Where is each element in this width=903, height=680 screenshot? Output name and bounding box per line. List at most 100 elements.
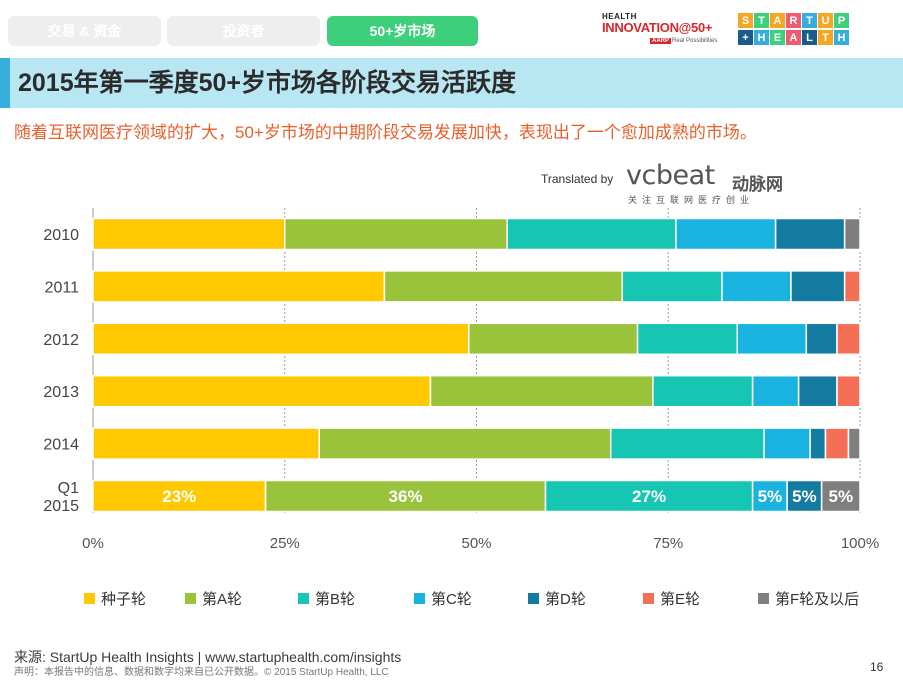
translated-by-label: Translated by [541, 172, 613, 186]
bar-segment [93, 428, 319, 459]
bar-segment [384, 271, 622, 302]
tab-investors[interactable]: 投资者 [167, 16, 320, 46]
logo-letter: L [802, 30, 817, 45]
logo-tagline: Real Possibilities [672, 38, 717, 44]
bar-segment [806, 323, 837, 354]
bar-segment [799, 376, 837, 407]
legend-swatch [643, 593, 654, 604]
bar-segment [791, 271, 845, 302]
bar-segment [622, 271, 722, 302]
legend-swatch [298, 593, 309, 604]
bar-segment [285, 219, 507, 250]
x-tick-label: 100% [841, 535, 879, 552]
x-tick-label: 50% [461, 535, 491, 552]
bar-segment [810, 428, 825, 459]
logo-letter: T [818, 30, 833, 45]
bar-segment [764, 428, 810, 459]
bar-segment [676, 219, 776, 250]
bar-segment [845, 271, 860, 302]
category-label: 2011 [45, 279, 80, 296]
logo-aarp-text: AARP [650, 38, 671, 44]
logo-letter: S [738, 13, 753, 28]
bar-segment [837, 323, 860, 354]
legend-label: 第D轮 [545, 588, 586, 609]
page-title: 2015年第一季度50+岁市场各阶段交易活跃度 [18, 58, 516, 108]
category-label: 2013 [43, 384, 79, 401]
x-tick-label: 0% [82, 535, 104, 552]
category-label: 2012 [43, 332, 79, 349]
tab-deals-funding[interactable]: 交易 & 资金 [8, 16, 161, 46]
page-number: 16 [870, 660, 883, 674]
legend-item: 第D轮 [528, 588, 586, 609]
legend-item: 第A轮 [185, 588, 242, 609]
bar-segment [653, 376, 753, 407]
bar-segment [319, 428, 610, 459]
logo-letter: H [834, 30, 849, 45]
legend-label: 第F轮及以后 [775, 588, 859, 609]
legend-swatch [758, 593, 769, 604]
bar-segment [469, 323, 638, 354]
legend-item: 第F轮及以后 [758, 588, 859, 609]
disclaimer-text: 声明：本报告中的信息、数据和数字均来自已公开数据。© 2015 StartUp … [14, 663, 389, 678]
data-label: 5% [792, 487, 817, 506]
bar-segment [611, 428, 764, 459]
logo-letter: R [786, 13, 801, 28]
logo-innovation-text: INNOVATION@50+ [602, 20, 712, 35]
legend-swatch [414, 593, 425, 604]
logo-letter: H [754, 30, 769, 45]
logo-letter: P [834, 13, 849, 28]
bar-segment [722, 271, 791, 302]
bar-segment [837, 376, 860, 407]
x-tick-label: 25% [270, 535, 300, 552]
legend-item: 第B轮 [298, 588, 355, 609]
data-label: 23% [162, 487, 196, 506]
data-label: 5% [758, 487, 783, 506]
category-label: 2010 [43, 227, 79, 244]
bar-segment [430, 376, 652, 407]
logo-letter: + [738, 30, 753, 45]
bar-segment [93, 219, 285, 250]
logo-letter: U [818, 13, 833, 28]
subtitle: 随着互联网医疗领域的扩大，50+岁市场的中期阶段交易发展加快，表现出了一个愈加成… [14, 122, 884, 143]
legend-item: 第E轮 [643, 588, 700, 609]
bar-segment [93, 376, 430, 407]
legend-label: 第C轮 [431, 588, 472, 609]
bar-segment [638, 323, 738, 354]
vcbeat-brand-cn: 动脉网 [732, 170, 783, 195]
logo-letter: T [754, 13, 769, 28]
bar-segment [845, 219, 860, 250]
logo-letter: E [770, 30, 785, 45]
data-label: 5% [829, 487, 854, 506]
legend-swatch [84, 593, 95, 604]
legend-swatch [185, 593, 196, 604]
bar-segment [825, 428, 848, 459]
logo-letter: A [770, 13, 785, 28]
legend-label: 第B轮 [315, 588, 355, 609]
bar-segment [93, 323, 469, 354]
bar-segment [848, 428, 860, 459]
health-innovation-logo: HEALTH INNOVATION@50+ AARP Real Possibil… [602, 12, 720, 48]
x-tick-label: 75% [653, 535, 683, 552]
bar-segment [507, 219, 676, 250]
stacked-bar-chart: 0% 25% 50% 75% 100% 2010 2011 2012 2013 2014 23% 36… [0, 200, 903, 570]
category-label: 2014 [43, 437, 79, 454]
legend-item: 种子轮 [84, 588, 146, 609]
category-label: Q1 2015 [43, 480, 79, 515]
logo-letter: A [786, 30, 801, 45]
bar-segment [753, 376, 799, 407]
legend-item: 第C轮 [414, 588, 472, 609]
bar-segment [93, 271, 384, 302]
title-accent [0, 58, 10, 108]
logo-letter: T [802, 13, 817, 28]
vcbeat-brand: vcbeat [626, 160, 715, 191]
legend-label: 第E轮 [660, 588, 700, 609]
bar-segment [776, 219, 845, 250]
legend-label: 第A轮 [202, 588, 242, 609]
tab-50plus-market[interactable]: 50+岁市场 [327, 16, 478, 46]
data-label: 27% [632, 487, 666, 506]
data-label: 36% [389, 487, 423, 506]
legend-label: 种子轮 [101, 588, 146, 609]
bar-segment [737, 323, 806, 354]
legend-swatch [528, 593, 539, 604]
